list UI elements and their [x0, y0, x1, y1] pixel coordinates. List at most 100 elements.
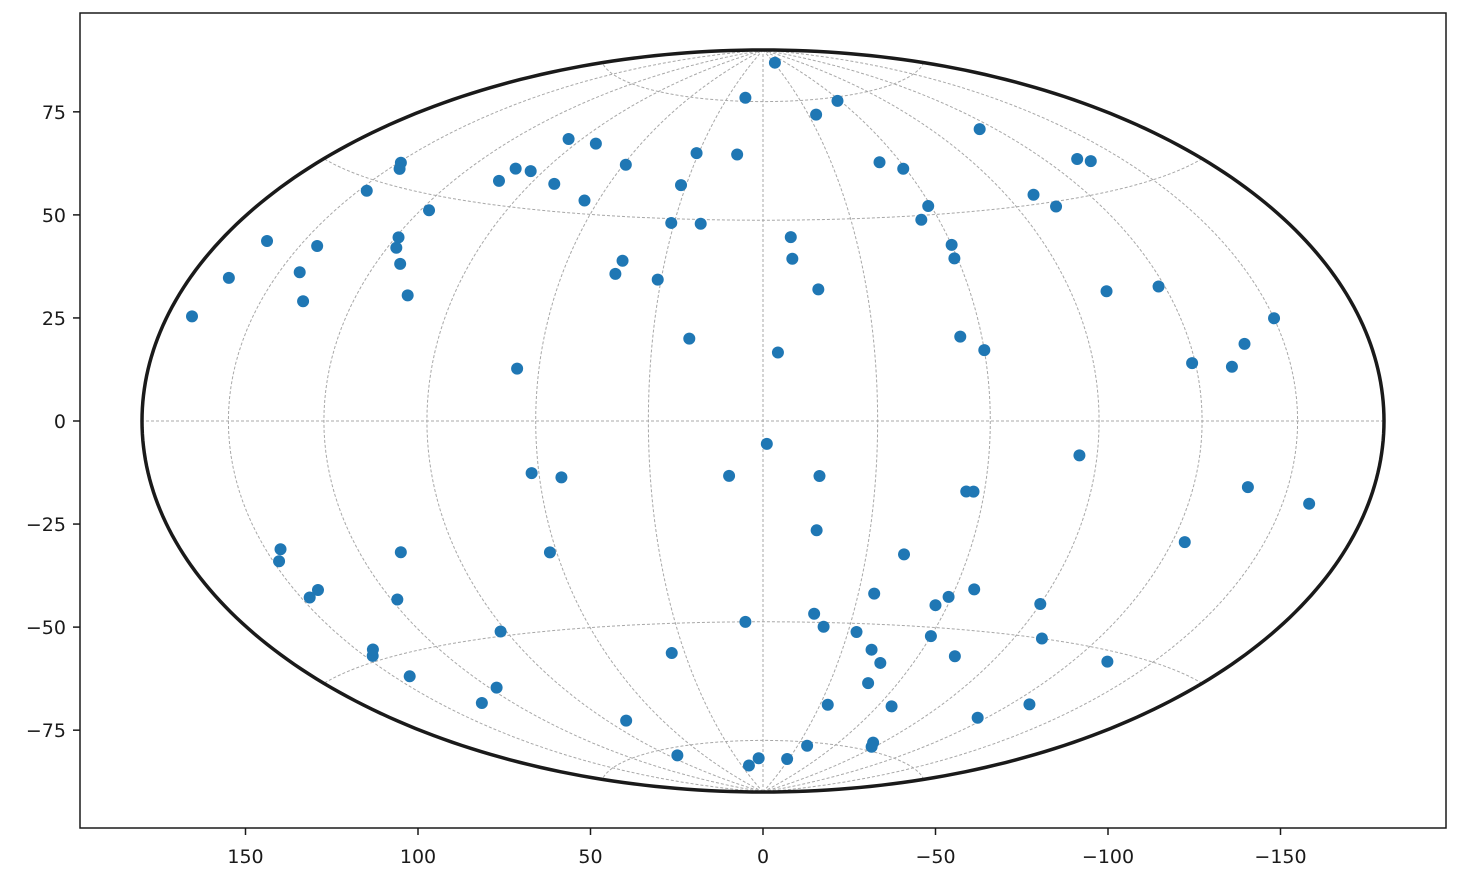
- data-point: [810, 524, 823, 537]
- y-tick-label: 0: [54, 411, 66, 433]
- data-point: [742, 759, 755, 772]
- data-point: [967, 485, 980, 498]
- data-point: [885, 700, 898, 713]
- data-point: [808, 607, 821, 620]
- data-point: [831, 94, 844, 107]
- data-point: [222, 271, 235, 284]
- data-point: [311, 583, 324, 596]
- data-point: [862, 677, 875, 690]
- data-point: [186, 310, 198, 323]
- data-point: [874, 656, 887, 669]
- data-point: [297, 295, 310, 308]
- data-point: [303, 591, 316, 604]
- data-point: [423, 204, 436, 217]
- data-point: [898, 548, 911, 561]
- data-point: [771, 346, 784, 359]
- data-point: [311, 240, 324, 252]
- data-point: [293, 266, 306, 279]
- projection-outline: [140, 48, 1386, 794]
- data-point: [812, 283, 825, 296]
- data-point: [868, 587, 881, 600]
- data-point: [801, 739, 814, 752]
- data-point: [1225, 360, 1238, 373]
- data-point: [620, 714, 633, 727]
- data-point: [1027, 188, 1040, 201]
- y-tick-label: −25: [26, 514, 66, 536]
- data-point: [261, 234, 274, 247]
- data-point: [978, 344, 991, 357]
- data-point: [752, 752, 765, 765]
- data-point: [1178, 536, 1191, 549]
- data-point: [1050, 200, 1063, 213]
- data-point: [1303, 497, 1316, 510]
- data-point: [401, 289, 414, 302]
- data-point: [1100, 285, 1113, 298]
- data-point: [490, 681, 503, 694]
- y-axis-ticks: 75 50 25 0 −25 −50 −75: [26, 102, 80, 742]
- data-point: [929, 599, 942, 612]
- x-axis-ticks: 150 100 50 0 −50 −100 −150: [227, 828, 1307, 868]
- data-point: [511, 362, 524, 375]
- data-point: [589, 137, 602, 150]
- data-point: [968, 583, 981, 596]
- data-point: [781, 753, 794, 765]
- data-point: [948, 252, 961, 265]
- x-tick-label: 50: [578, 846, 602, 868]
- meridian-line: [762, 49, 991, 793]
- data-point: [942, 590, 955, 603]
- data-point: [578, 194, 591, 207]
- meridian-line: [535, 49, 764, 793]
- x-tick-label: 100: [400, 846, 436, 868]
- data-point: [731, 148, 744, 161]
- data-point: [768, 56, 781, 69]
- data-point: [609, 267, 622, 280]
- data-point: [739, 615, 752, 628]
- data-point: [810, 108, 823, 121]
- data-point: [525, 467, 538, 480]
- parallel-line: [601, 62, 925, 103]
- data-point: [390, 241, 403, 254]
- parallel-line: [323, 158, 1203, 221]
- data-point: [945, 238, 958, 251]
- data-point: [922, 200, 935, 213]
- meridian-line: [762, 49, 1299, 793]
- data-point: [817, 620, 830, 633]
- data-point: [1035, 632, 1048, 645]
- data-point: [392, 231, 405, 244]
- data-point: [665, 647, 678, 660]
- x-tick-label: −100: [1082, 846, 1134, 868]
- data-point: [865, 740, 878, 753]
- y-tick-label: 25: [42, 308, 66, 330]
- data-point: [924, 630, 937, 643]
- data-point: [723, 469, 736, 482]
- data-point: [619, 158, 632, 171]
- x-tick-label: 0: [757, 846, 769, 868]
- parallel-line: [601, 739, 925, 780]
- data-point: [784, 231, 797, 244]
- data-point: [665, 216, 678, 229]
- data-point: [675, 179, 688, 192]
- data-point: [948, 650, 961, 663]
- data-point: [1186, 357, 1199, 370]
- data-point: [671, 749, 684, 762]
- data-point: [821, 698, 834, 711]
- data-point: [475, 697, 488, 710]
- data-point: [1071, 153, 1084, 166]
- data-point: [1034, 598, 1047, 611]
- data-point: [651, 273, 664, 286]
- data-point: [865, 643, 878, 656]
- data-point: [562, 133, 575, 146]
- data-point: [850, 625, 863, 638]
- data-point: [394, 546, 407, 559]
- data-point: [548, 177, 561, 190]
- data-point: [694, 217, 707, 230]
- data-point: [273, 555, 286, 568]
- y-tick-label: −50: [26, 617, 66, 639]
- x-tick-label: 150: [227, 846, 263, 868]
- data-point: [683, 332, 696, 345]
- data-point: [360, 184, 373, 197]
- data-point: [1084, 155, 1097, 168]
- data-point: [690, 147, 703, 160]
- data-point: [393, 162, 406, 175]
